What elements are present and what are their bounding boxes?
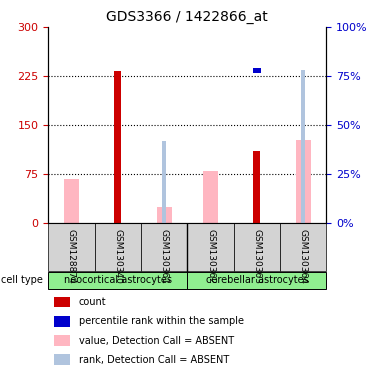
Text: GSM130340: GSM130340 xyxy=(113,229,122,283)
Text: neocortical astrocytes: neocortical astrocytes xyxy=(64,275,172,285)
Text: GSM130361: GSM130361 xyxy=(160,229,169,284)
Bar xyxy=(54,354,70,365)
FancyBboxPatch shape xyxy=(95,223,141,271)
Bar xyxy=(203,171,218,223)
Text: value, Detection Call = ABSENT: value, Detection Call = ABSENT xyxy=(79,336,234,346)
Text: rank, Detection Call = ABSENT: rank, Detection Call = ABSENT xyxy=(79,355,229,365)
Text: cell type: cell type xyxy=(1,275,43,285)
FancyBboxPatch shape xyxy=(187,272,326,289)
Text: count: count xyxy=(79,297,106,307)
Bar xyxy=(253,151,260,223)
Bar xyxy=(114,71,121,223)
Bar xyxy=(296,139,311,223)
FancyBboxPatch shape xyxy=(141,223,187,271)
FancyBboxPatch shape xyxy=(280,223,326,271)
FancyBboxPatch shape xyxy=(234,223,280,271)
Bar xyxy=(54,316,70,326)
Bar xyxy=(54,297,70,307)
Bar xyxy=(162,141,166,223)
Bar xyxy=(64,179,79,223)
Text: GSM130364: GSM130364 xyxy=(299,229,308,283)
FancyBboxPatch shape xyxy=(48,223,95,271)
Text: cerebellar astrocytes: cerebellar astrocytes xyxy=(206,275,308,285)
Text: GSM128874: GSM128874 xyxy=(67,229,76,283)
Text: GSM130362: GSM130362 xyxy=(206,229,215,283)
Bar xyxy=(157,207,171,223)
Bar xyxy=(54,335,70,346)
Text: percentile rank within the sample: percentile rank within the sample xyxy=(79,316,244,326)
Title: GDS3366 / 1422866_at: GDS3366 / 1422866_at xyxy=(106,10,268,25)
FancyBboxPatch shape xyxy=(187,223,234,271)
Bar xyxy=(253,68,261,73)
Bar xyxy=(301,70,305,223)
Text: GSM130363: GSM130363 xyxy=(252,229,262,284)
FancyBboxPatch shape xyxy=(48,272,187,289)
